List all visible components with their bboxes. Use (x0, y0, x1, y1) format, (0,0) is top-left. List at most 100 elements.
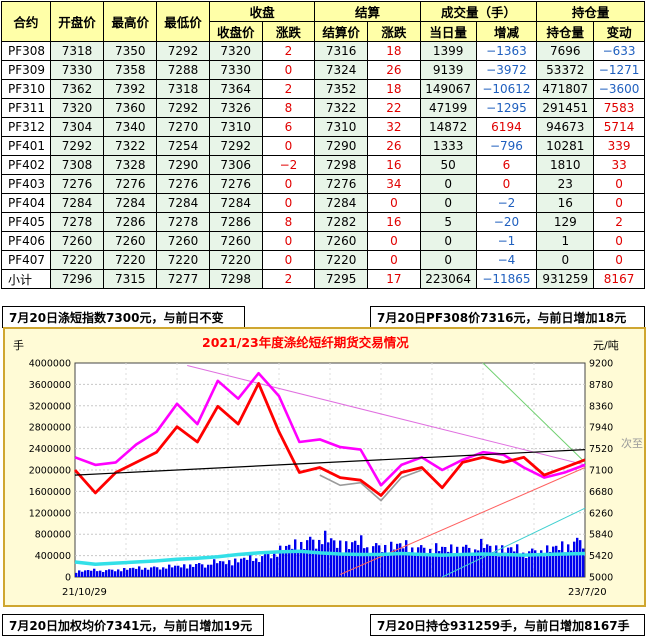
volume-bar (420, 545, 423, 577)
col-contract: 合约 (1, 1, 51, 42)
volume-bar (333, 540, 336, 577)
cell-settle: 7316 (314, 41, 369, 61)
cell-high: 7260 (103, 231, 158, 251)
volume-bar (402, 548, 405, 577)
cell-settle-chg: 17 (367, 269, 421, 289)
volume-bar (222, 561, 225, 577)
volume-bar (258, 562, 261, 577)
volume-bar (450, 544, 453, 577)
volume-bar (165, 568, 168, 577)
cell-settle-chg: 22 (367, 98, 421, 118)
volume-bar (171, 567, 174, 577)
cell-settle: 7282 (314, 212, 369, 232)
cell-oi-chg: 339 (593, 136, 645, 156)
volume-bar (96, 571, 99, 577)
volume-bar (459, 553, 462, 577)
cell-close: 7310 (208, 117, 263, 137)
volume-bar (441, 546, 444, 577)
cell-close-chg: 2 (261, 41, 316, 61)
col-open: 开盘价 (49, 1, 105, 42)
volume-bar (312, 539, 315, 577)
table-row: PF308 7318 7350 7292 7320 2 7316 18 1399 −1363 769… (1, 41, 645, 61)
table-row: PF407 7220 7220 7220 7220 0 7220 0 0 −4 0 0 (1, 250, 645, 270)
cell-open: 7292 (49, 136, 105, 156)
col-volume-change: 增减 (475, 21, 538, 42)
volume-bar (369, 554, 372, 577)
col-oi-change: 变动 (593, 21, 645, 42)
cell-close-chg: 6 (261, 117, 316, 137)
left-tick-label: 400000 (35, 551, 71, 562)
cell-low: 7260 (156, 231, 210, 251)
volume-bar (135, 568, 138, 577)
volume-bar (273, 552, 276, 577)
cell-oi-chg: 8167 (593, 269, 645, 289)
cell-contract: PF310 (1, 79, 51, 99)
left-tick-label: 2400000 (29, 444, 71, 455)
cell-close: 7326 (208, 98, 263, 118)
cell-oi: 10281 (536, 136, 595, 156)
cell-vol-chg: −11865 (475, 269, 538, 289)
table-row: 小计 7296 7315 7277 7298 2 7295 17 223064 −11865 931… (1, 269, 645, 289)
cell-close-chg: 8 (261, 212, 316, 232)
header-row-top: 合约 开盘价 最高价 最低价 收盘 结算 成交量（手） 持仓量 (1, 1, 645, 42)
cell-close: 7364 (208, 79, 263, 99)
cell-settle-chg: 18 (367, 41, 421, 61)
table-row: PF401 7292 7322 7254 7292 0 7290 26 1333 −796 1028… (1, 136, 645, 156)
cell-vol-chg: −20 (475, 212, 538, 232)
table-row: PF311 7320 7360 7292 7326 8 7322 22 47199 −1295 29… (1, 98, 645, 118)
cell-low: 7292 (156, 41, 210, 61)
cell-open: 7320 (49, 98, 105, 118)
volume-bar (468, 547, 471, 577)
volume-bar (147, 569, 150, 577)
cell-oi-chg: −1271 (593, 60, 645, 80)
volume-bar (237, 562, 240, 577)
cell-vol-chg: 6 (475, 155, 538, 175)
cell-vol: 0 (419, 250, 477, 270)
volume-bar (114, 571, 117, 577)
volume-bar (252, 560, 255, 577)
volume-bar (336, 547, 339, 577)
volume-bar (285, 545, 288, 577)
cell-close: 7320 (208, 41, 263, 61)
cell-oi: 23 (536, 174, 595, 194)
cell-contract: PF312 (1, 117, 51, 137)
volume-bar (489, 545, 492, 577)
volume-bar (543, 556, 546, 577)
cell-vol: 9139 (419, 60, 477, 80)
right-tick-label: 6680 (589, 487, 613, 498)
cell-oi: 129 (536, 212, 595, 232)
volume-bar (189, 564, 192, 577)
volume-bar (414, 554, 417, 577)
volume-bar (198, 563, 201, 577)
cell-close: 7284 (208, 193, 263, 213)
cell-open: 7304 (49, 117, 105, 137)
volume-bar (498, 556, 501, 577)
col-close-price: 收盘价 (208, 21, 263, 42)
volume-bar (426, 554, 429, 577)
cell-low: 7284 (156, 193, 210, 213)
left-tick-label: 1600000 (29, 487, 71, 498)
cell-oi: 0 (536, 250, 595, 270)
cell-open: 7278 (49, 212, 105, 232)
cell-high: 7392 (103, 79, 158, 99)
cell-vol: 47199 (419, 98, 477, 118)
cell-oi-chg: 33 (593, 155, 645, 175)
volume-bar (291, 548, 294, 577)
volume-bar (528, 551, 531, 577)
volume-bar (513, 551, 516, 577)
volume-bar (555, 545, 558, 577)
volume-bar (432, 553, 435, 577)
volume-bar (456, 546, 459, 577)
volume-bar (186, 568, 189, 577)
volume-bar (117, 569, 120, 577)
cell-vol-chg: 6194 (475, 117, 538, 137)
volume-bar (537, 556, 540, 577)
quotes-table: 合约 开盘价 最高价 最低价 收盘 结算 成交量（手） 持仓量 收盘价 涨跌 结… (1, 1, 645, 289)
volume-bar (132, 567, 135, 577)
guide-line (482, 362, 586, 463)
volume-bar (501, 545, 504, 577)
volume-bar (156, 567, 159, 577)
cell-settle-chg: 0 (367, 193, 421, 213)
volume-bar (318, 539, 321, 577)
volume-bar (576, 537, 579, 577)
